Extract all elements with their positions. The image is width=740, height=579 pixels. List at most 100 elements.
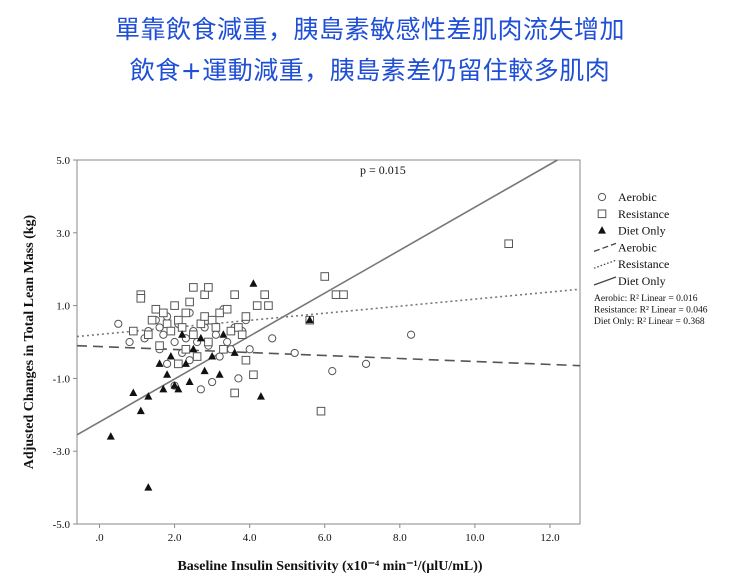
point-resistance — [219, 344, 228, 354]
point-aerobic — [211, 330, 220, 339]
legend-line-icon — [593, 242, 617, 253]
point-resistance — [181, 344, 191, 354]
point-resistance — [249, 370, 258, 380]
legend-label: Diet Only — [618, 224, 666, 238]
legend-label: Resistance — [618, 207, 669, 221]
fit-lines — [76, 159, 581, 436]
point-diet-only — [163, 370, 172, 378]
r-squared-label: Diet Only: R² Linear = 0.368 — [594, 317, 705, 327]
point-diet-only — [155, 359, 164, 367]
x-axis-label: Baseline Insulin Sensitivity (x10⁻⁴ min⁻… — [177, 559, 482, 574]
x-axis-ticks: .0 2.0 4.0 6.0 8.0 10.0 12.0 — [95, 524, 560, 544]
point-resistance — [316, 406, 326, 416]
point-diet-only — [136, 406, 145, 415]
point-resistance — [207, 315, 217, 325]
point-diet-only — [170, 381, 179, 389]
point-resistance — [215, 308, 224, 318]
fit-line-aerobic — [76, 344, 581, 367]
point-aerobic — [290, 348, 299, 358]
point-diet-only — [159, 384, 168, 393]
point-resistance — [181, 308, 191, 318]
headline-line-1: 單靠飲食減重，胰島素敏感性差肌肉流失增加 — [114, 15, 625, 44]
point-aerobic — [268, 334, 277, 343]
point-resistance — [155, 341, 164, 350]
point-resistance — [504, 239, 513, 249]
point-diet-only — [166, 352, 175, 360]
point-diet-only — [249, 279, 258, 287]
legend-line-icon — [593, 259, 617, 269]
legend-circle-icon — [597, 192, 607, 202]
point-resistance — [136, 294, 146, 303]
y-tick-label: -5.0 — [53, 519, 71, 531]
x-tick-label: 4.0 — [243, 532, 257, 544]
point-aerobic — [170, 337, 179, 347]
legend-label: Diet Only — [618, 274, 666, 288]
point-diet-only — [230, 348, 239, 356]
point-resistance — [162, 319, 172, 329]
y-tick-label: 3.0 — [56, 228, 70, 240]
point-diet-only — [256, 392, 265, 400]
x-tick-label: 10.0 — [465, 532, 485, 544]
y-tick-label: 1.0 — [56, 301, 70, 313]
point-resistance — [237, 330, 247, 340]
legend-triangle-icon — [598, 226, 606, 234]
y-tick-label: -3.0 — [53, 446, 71, 458]
point-resistance — [260, 290, 269, 299]
point-aerobic — [196, 385, 205, 394]
y-axis-label: Adjusted Changes in Total Lean Mass (kg) — [22, 214, 37, 469]
y-axis-ticks: -5.0 -3.0 -1.0 1.0 3.0 5.0 — [53, 155, 77, 531]
point-diet-only — [305, 315, 314, 324]
point-resistance — [189, 330, 198, 340]
point-resistance — [147, 315, 157, 325]
point-diet-only — [200, 366, 209, 375]
point-resistance — [320, 272, 330, 281]
data-points — [106, 239, 513, 491]
point-resistance — [174, 315, 183, 325]
point-resistance — [189, 283, 198, 292]
point-resistance — [222, 304, 232, 314]
point-diet-only — [219, 330, 228, 338]
point-resistance — [339, 290, 348, 299]
p-value-annotation: p = 0.015 — [360, 163, 406, 177]
legend-label: Aerobic — [618, 190, 657, 204]
point-diet-only — [181, 359, 190, 367]
point-resistance — [159, 308, 168, 318]
point-resistance — [185, 297, 194, 307]
point-aerobic — [162, 359, 172, 368]
y-tick-label: 5.0 — [56, 155, 70, 167]
point-aerobic — [155, 323, 164, 332]
point-diet-only — [144, 392, 153, 400]
point-resistance — [211, 323, 221, 332]
point-diet-only — [144, 483, 153, 491]
point-aerobic — [406, 330, 416, 339]
point-resistance — [241, 312, 251, 321]
point-resistance — [226, 326, 236, 336]
point-resistance — [170, 301, 179, 310]
legend-line-icon — [593, 276, 617, 286]
point-diet-only — [208, 352, 217, 360]
point-diet-only — [196, 333, 205, 342]
point-resistance — [331, 290, 341, 299]
point-diet-only — [178, 330, 187, 338]
point-aerobic — [215, 352, 224, 361]
x-tick-label: .0 — [95, 532, 104, 544]
point-resistance — [241, 355, 251, 365]
point-aerobic — [208, 377, 217, 387]
point-diet-only — [174, 384, 183, 393]
point-resistance — [230, 290, 239, 299]
point-diet-only — [106, 432, 115, 440]
fit-line-resistance — [76, 288, 581, 338]
point-aerobic — [328, 367, 337, 376]
point-diet-only — [215, 370, 224, 378]
r-squared-label: Resistance: R² Linear = 0.046 — [594, 306, 708, 316]
point-resistance — [234, 323, 243, 332]
point-aerobic — [223, 337, 232, 347]
point-resistance — [200, 312, 209, 321]
x-tick-label: 2.0 — [168, 532, 182, 544]
point-resistance — [144, 330, 153, 340]
legend-label: Aerobic — [618, 240, 657, 254]
point-resistance — [166, 326, 176, 336]
point-resistance — [230, 388, 239, 398]
point-aerobic — [361, 359, 371, 368]
